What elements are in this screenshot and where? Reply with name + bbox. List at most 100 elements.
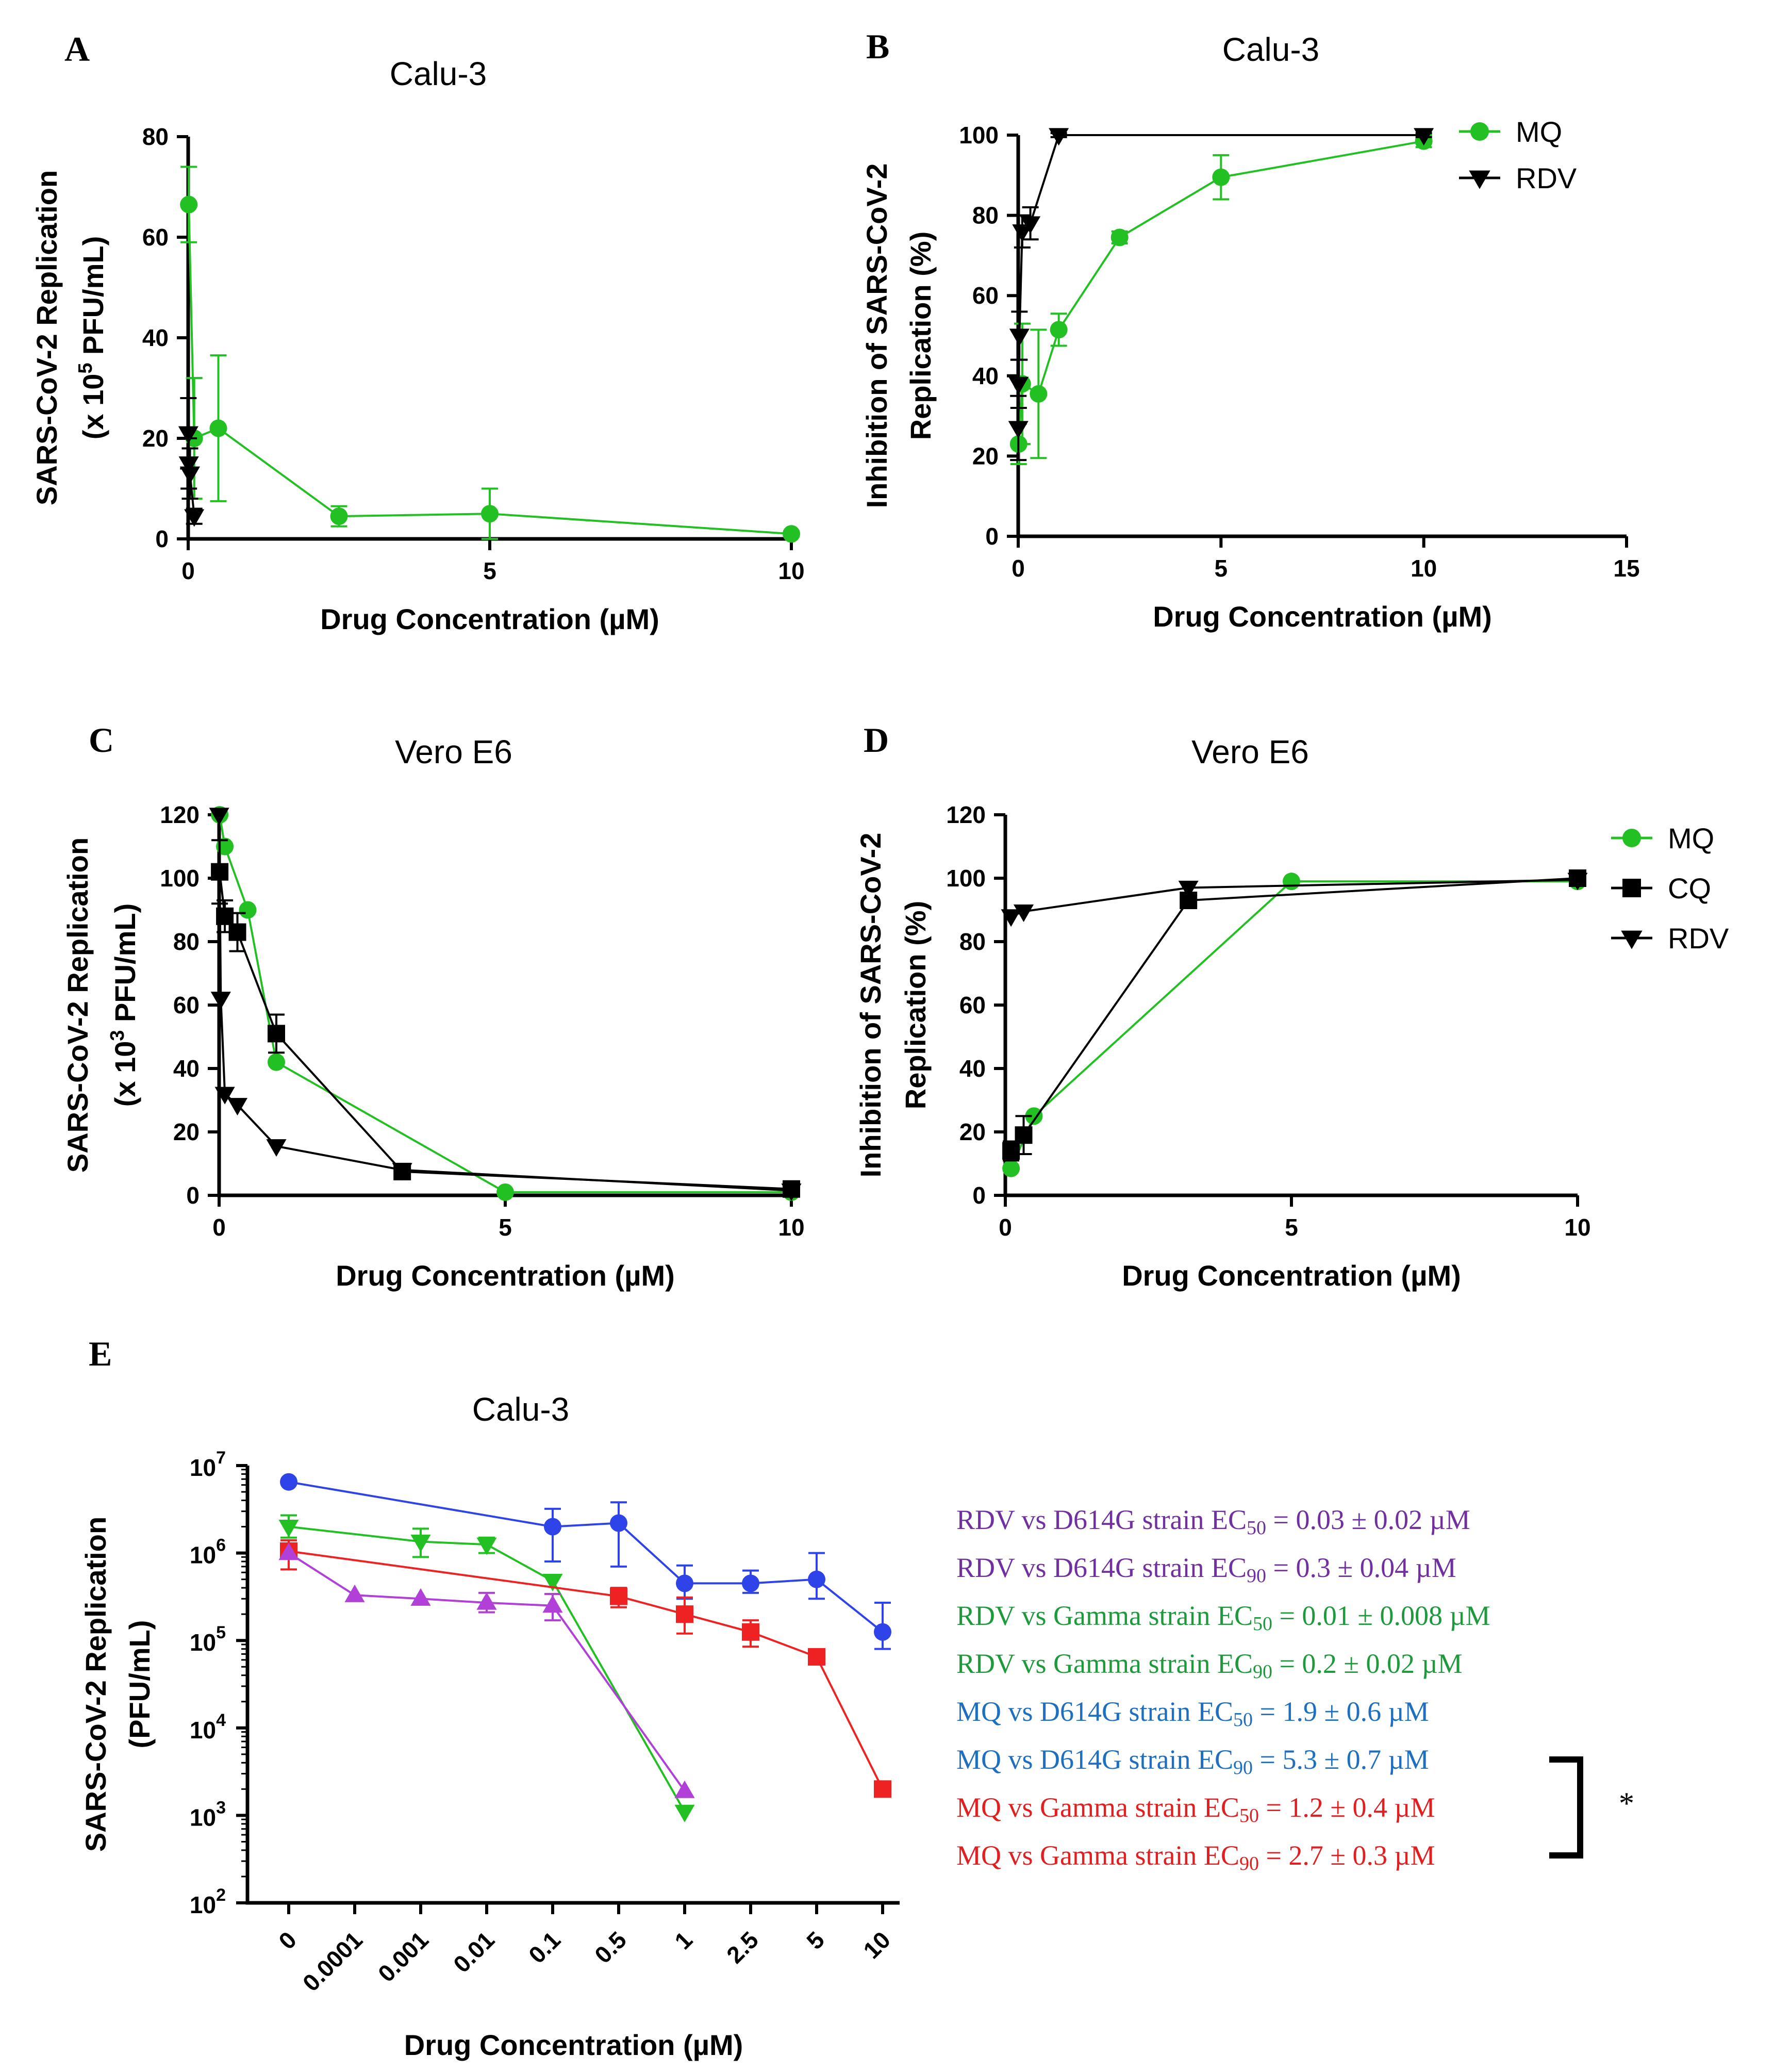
x-tick-label: 10 <box>858 1926 896 1964</box>
data-point <box>674 1804 695 1822</box>
chart-title: Calu-3 <box>472 1391 570 1428</box>
data-point <box>392 1163 412 1181</box>
series-line <box>219 871 792 1190</box>
y-tick-label: 100 <box>160 865 200 892</box>
y-tick-label: 40 <box>972 363 999 389</box>
data-point <box>1567 873 1588 891</box>
y-tick-base: 10 <box>190 1454 216 1481</box>
ylabel-sup: 5 <box>75 363 96 373</box>
data-point <box>1008 376 1029 394</box>
y-tick-label: 80 <box>142 123 169 150</box>
anno-pre: MQ vs Gamma strain EC <box>956 1792 1239 1823</box>
data-point <box>180 195 198 213</box>
data-point <box>1002 1142 1020 1160</box>
panel-label: C <box>89 720 114 760</box>
series-rdv <box>1008 128 1434 462</box>
y-tick-label: 20 <box>972 442 999 469</box>
series-cq <box>1002 869 1586 1162</box>
x-tick-label: 0 <box>273 1926 302 1954</box>
anno-sub: 90 <box>1253 1661 1272 1683</box>
series-line <box>288 1552 686 1792</box>
anno-sub: 90 <box>1239 1853 1259 1874</box>
data-point <box>476 1592 497 1610</box>
y-axis-label-line1: SARS-CoV-2 Replication <box>30 170 63 505</box>
anno-pre: MQ vs D614G strain EC <box>956 1696 1233 1727</box>
data-point <box>278 1519 299 1537</box>
data-point <box>874 1780 891 1798</box>
ec-annotation: RDV vs D614G strain EC90 = 0.3 ± 0.04 µM <box>956 1552 1456 1587</box>
legend-item-cq: CQ <box>1611 872 1711 905</box>
y-tick-base: 10 <box>190 1629 216 1656</box>
x-tick-label: 0.5 <box>589 1926 632 1968</box>
ec-annotation: MQ vs D614G strain EC50 = 1.9 ± 0.6 µM <box>956 1696 1429 1731</box>
data-point <box>610 1514 627 1532</box>
series-rdv <box>178 397 205 527</box>
data-point <box>268 1025 285 1043</box>
y-tick-label: 120 <box>946 801 986 828</box>
data-point <box>496 1183 514 1201</box>
x-tick-label: 0.1 <box>523 1926 566 1968</box>
y-tick-label: 20 <box>142 425 169 452</box>
x-tick-label: 5 <box>1215 555 1228 582</box>
panel-D: D Vero E6 0 20 40 60 80 100 120 0 5 10 Drug Concentr… <box>854 720 1729 1292</box>
anno-sub: 90 <box>1247 1565 1266 1587</box>
series-line <box>288 1525 686 1813</box>
y-tick-base: 10 <box>190 1804 216 1831</box>
y-axis-label-line2: Replication (%) <box>899 901 932 1109</box>
ylabel-sup: 3 <box>107 1030 128 1041</box>
y-tick-label: 20 <box>959 1119 986 1145</box>
data-point <box>1212 168 1230 186</box>
data-point <box>808 1570 825 1588</box>
anno-pre: RDV vs D614G strain EC <box>956 1504 1247 1535</box>
data-point <box>278 1542 299 1560</box>
data-point <box>178 426 198 444</box>
data-point <box>781 1183 802 1202</box>
x-tick-label: 1 <box>669 1926 698 1954</box>
data-point <box>266 1139 287 1157</box>
anno-pre: MQ vs D614G strain EC <box>956 1744 1233 1775</box>
chart-title: Calu-3 <box>1222 31 1320 68</box>
ec-annotation: MQ vs Gamma strain EC50 = 1.2 ± 0.4 µM <box>956 1792 1435 1827</box>
data-point <box>1414 128 1434 146</box>
x-tick-label: 0 <box>1012 555 1025 582</box>
y-tick-label: 106 <box>190 1536 226 1569</box>
series-line <box>1010 877 1578 1152</box>
data-point <box>610 1587 627 1605</box>
data-point <box>1178 880 1199 898</box>
y-tick-label: 80 <box>959 928 986 955</box>
data-point <box>481 505 499 523</box>
anno-pre: RDV vs D614G strain EC <box>956 1552 1247 1583</box>
y-tick-label: 20 <box>173 1119 200 1145</box>
data-point <box>808 1648 825 1666</box>
data-point <box>1050 321 1068 339</box>
panel-label: E <box>89 1334 112 1373</box>
x-axis-label: Drug Concentration (µM) <box>320 603 659 635</box>
significance-star: * <box>1619 1786 1634 1820</box>
data-point <box>268 1053 285 1071</box>
x-tick-label: 5 <box>1285 1214 1298 1241</box>
y-tick-exp: 5 <box>216 1623 226 1642</box>
legend-label: MQ <box>1516 116 1562 148</box>
series-mq <box>1009 132 1433 465</box>
legend-item-mq: MQ <box>1611 822 1714 854</box>
data-point <box>184 509 205 527</box>
legend-marker <box>1622 829 1641 847</box>
x-tick-label: 0.001 <box>373 1926 434 1987</box>
series-mq-vs-d614g <box>280 1473 891 1650</box>
data-point <box>676 1605 693 1623</box>
data-point <box>544 1518 561 1536</box>
y-tick-label: 60 <box>173 992 200 1018</box>
legend-marker <box>1470 122 1489 141</box>
legend-label: RDV <box>1668 922 1729 955</box>
data-point <box>239 901 257 919</box>
ylabel-post: PFU/mL) <box>109 903 141 1030</box>
y-tick-label: 0 <box>972 1182 986 1209</box>
ylabel-post: PFU/mL) <box>77 236 109 363</box>
ylabel-pre: (x 10 <box>77 374 109 440</box>
y-tick-label: 100 <box>946 865 986 892</box>
y-tick-label: 0 <box>155 525 169 552</box>
x-tick-label: 15 <box>1613 555 1639 582</box>
series-rdv-vs-gamma <box>278 1514 695 1822</box>
